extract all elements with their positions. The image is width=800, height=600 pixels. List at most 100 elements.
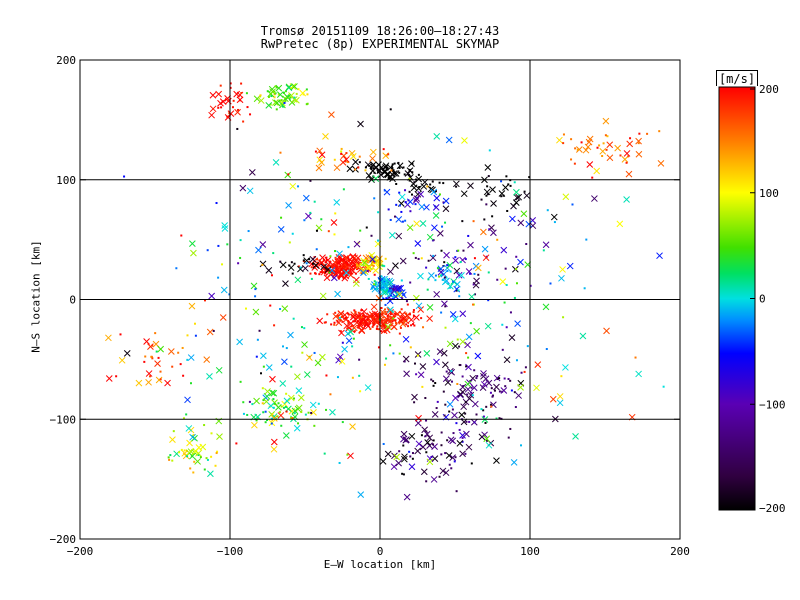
data-point-x bbox=[190, 249, 197, 257]
data-point-dot bbox=[413, 324, 416, 327]
data-point-x bbox=[464, 341, 471, 349]
data-point-x bbox=[285, 84, 293, 92]
data-point-dot bbox=[220, 106, 223, 109]
data-point-dot bbox=[280, 99, 283, 102]
data-point-dot bbox=[465, 365, 468, 368]
colorbar-label: [m/s] bbox=[716, 70, 758, 86]
data-point-x bbox=[484, 164, 492, 171]
data-point-x bbox=[415, 302, 423, 310]
y-tick-label: 0 bbox=[69, 294, 76, 307]
data-point-dot bbox=[448, 286, 451, 289]
y-tick-label: −200 bbox=[50, 533, 77, 546]
data-point-dot bbox=[186, 455, 189, 458]
data-point-dot bbox=[432, 439, 435, 442]
data-point-dot bbox=[500, 180, 503, 183]
data-point-dot bbox=[412, 311, 415, 314]
data-point-x bbox=[331, 259, 339, 266]
data-point-x bbox=[301, 341, 308, 348]
data-point-dot bbox=[341, 421, 344, 424]
data-point-dot bbox=[401, 220, 404, 223]
data-point-dot bbox=[393, 171, 396, 174]
data-point-dot bbox=[203, 424, 206, 427]
data-point-dot bbox=[662, 385, 665, 388]
data-point-dot bbox=[399, 326, 402, 329]
data-point-dot bbox=[302, 259, 305, 262]
data-point-x bbox=[413, 294, 420, 302]
data-point-x bbox=[586, 161, 594, 168]
data-point-dot bbox=[151, 357, 154, 360]
data-point-dot bbox=[297, 265, 300, 268]
data-point-x bbox=[281, 305, 289, 312]
data-point-dot bbox=[376, 325, 379, 328]
data-point-dot bbox=[279, 151, 282, 154]
data-point-dot bbox=[273, 96, 276, 99]
data-point-dot bbox=[412, 252, 415, 255]
data-point-dot bbox=[272, 398, 275, 401]
data-point-dot bbox=[269, 304, 272, 307]
data-point-dot bbox=[266, 418, 269, 421]
data-point-dot bbox=[377, 313, 380, 316]
data-point-dot bbox=[388, 287, 391, 290]
data-point-x bbox=[445, 136, 453, 144]
data-point-x bbox=[446, 261, 454, 269]
data-point-x bbox=[408, 463, 416, 471]
data-point-x bbox=[442, 205, 450, 213]
data-point-x bbox=[319, 292, 327, 300]
data-point-x bbox=[239, 184, 247, 192]
data-point-dot bbox=[371, 264, 374, 267]
data-point-dot bbox=[562, 142, 565, 145]
data-point-dot bbox=[425, 419, 428, 422]
data-point-x bbox=[330, 274, 338, 282]
data-point-x bbox=[265, 102, 273, 109]
data-point-dot bbox=[458, 364, 461, 367]
data-point-x bbox=[635, 370, 642, 378]
data-point-x bbox=[342, 269, 350, 277]
data-point-dot bbox=[495, 417, 498, 420]
data-point-dot bbox=[239, 239, 242, 242]
data-point-x bbox=[523, 192, 531, 199]
data-point-x bbox=[167, 348, 175, 355]
data-point-x bbox=[324, 256, 332, 264]
data-point-x bbox=[155, 376, 163, 384]
data-point-dot bbox=[440, 431, 443, 434]
data-point-x bbox=[208, 111, 215, 119]
data-point-dot bbox=[325, 408, 328, 411]
data-point-dot bbox=[389, 324, 392, 327]
data-point-dot bbox=[305, 88, 308, 91]
data-point-x bbox=[347, 320, 355, 327]
data-point-dot bbox=[404, 189, 407, 192]
data-point-dot bbox=[503, 377, 506, 380]
data-point-dot bbox=[464, 452, 467, 455]
data-point-x bbox=[623, 196, 630, 203]
data-point-x bbox=[572, 432, 579, 440]
data-point-x bbox=[342, 156, 350, 163]
data-point-x bbox=[309, 255, 317, 263]
data-point-dot bbox=[400, 279, 403, 282]
data-point-dot bbox=[392, 317, 395, 320]
data-point-x bbox=[281, 358, 288, 366]
data-point-x bbox=[291, 407, 299, 415]
data-point-dot bbox=[448, 410, 451, 413]
data-point-dot bbox=[472, 283, 475, 286]
data-point-dot bbox=[458, 295, 461, 298]
data-point-x bbox=[157, 345, 165, 353]
data-point-x bbox=[423, 350, 431, 357]
data-point-dot bbox=[229, 82, 232, 85]
data-point-x bbox=[303, 257, 311, 264]
data-point-x bbox=[297, 394, 305, 402]
data-point-dot bbox=[249, 113, 252, 116]
data-point-dot bbox=[291, 272, 294, 275]
data-point-x bbox=[381, 275, 388, 283]
data-point-dot bbox=[289, 96, 292, 99]
data-point-x bbox=[319, 254, 326, 261]
data-point-x bbox=[369, 155, 376, 162]
data-point-dot bbox=[302, 254, 305, 257]
data-point-x bbox=[209, 105, 217, 113]
data-point-x bbox=[440, 349, 448, 357]
data-point-x bbox=[372, 266, 379, 274]
data-point-dot bbox=[338, 265, 341, 268]
data-point-dot bbox=[342, 265, 345, 268]
data-point-dot bbox=[193, 322, 196, 325]
data-point-dot bbox=[424, 435, 427, 438]
data-point-dot bbox=[391, 310, 394, 313]
